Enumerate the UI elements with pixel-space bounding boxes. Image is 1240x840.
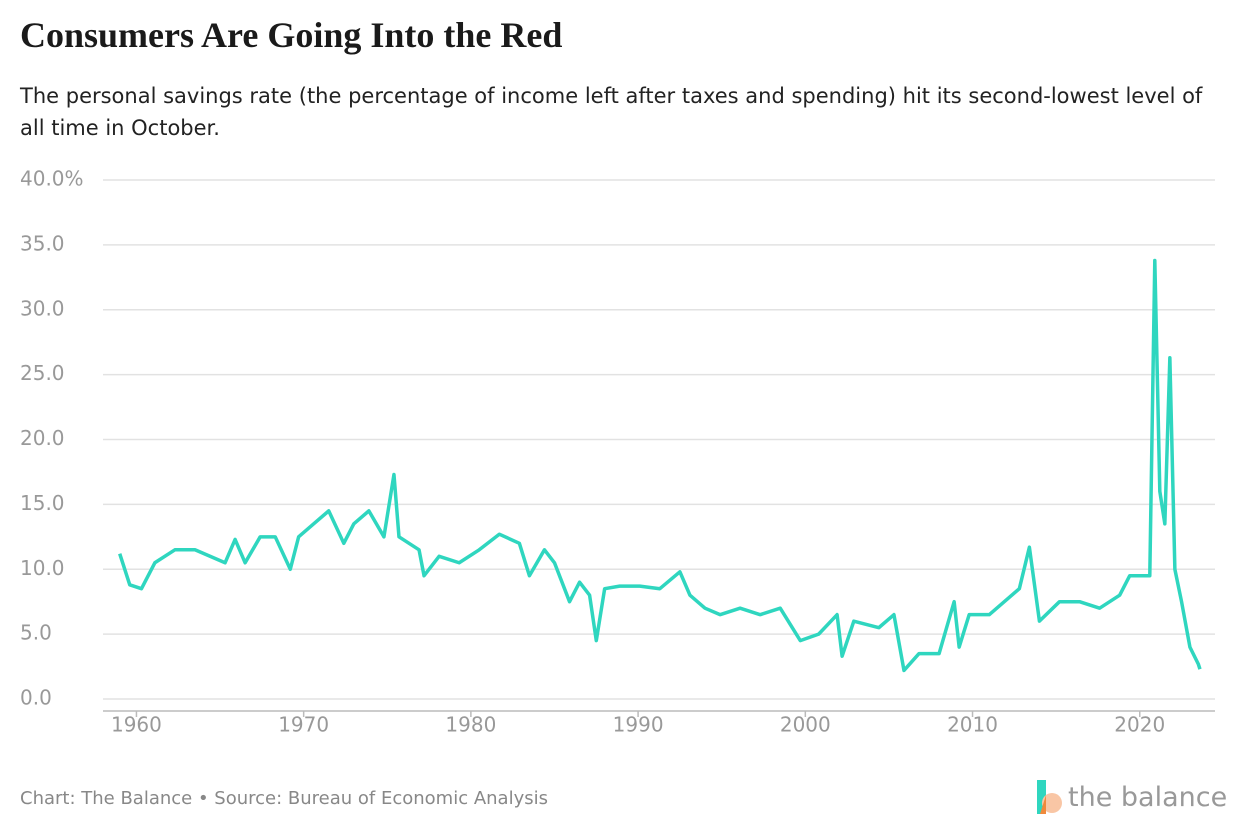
chart-subtitle: The personal savings rate (the percentag… (20, 84, 1203, 140)
source-note: Chart: The Balance • Source: Bureau of E… (20, 788, 548, 809)
x-tick-label: 1980 (445, 713, 496, 737)
y-tick-label: 25.0 (20, 361, 65, 385)
brand-icon (1037, 780, 1062, 814)
x-tick-label: 2010 (947, 713, 998, 737)
y-tick-label: 10.0 (20, 556, 65, 580)
y-tick-label: 5.0 (20, 621, 52, 645)
y-tick-label: 35.0 (20, 231, 65, 255)
data-line (118, 258, 1202, 673)
y-tick-label: 15.0 (20, 491, 65, 515)
y-tick-label: 40.0% (20, 167, 84, 191)
x-tick-label: 1960 (111, 713, 162, 737)
x-tick-label: 1990 (613, 713, 664, 737)
chart-title: Consumers Are Going Into the Red (20, 15, 563, 55)
x-tick-label: 1970 (278, 713, 329, 737)
y-tick-label: 30.0 (20, 296, 65, 320)
y-tick-label: 20.0 (20, 426, 65, 450)
brand-logo: the balance (1068, 782, 1228, 813)
x-tick-label: 2020 (1114, 713, 1165, 737)
y-tick-label: 0.0 (20, 686, 52, 710)
x-tick-label: 2000 (780, 713, 831, 737)
